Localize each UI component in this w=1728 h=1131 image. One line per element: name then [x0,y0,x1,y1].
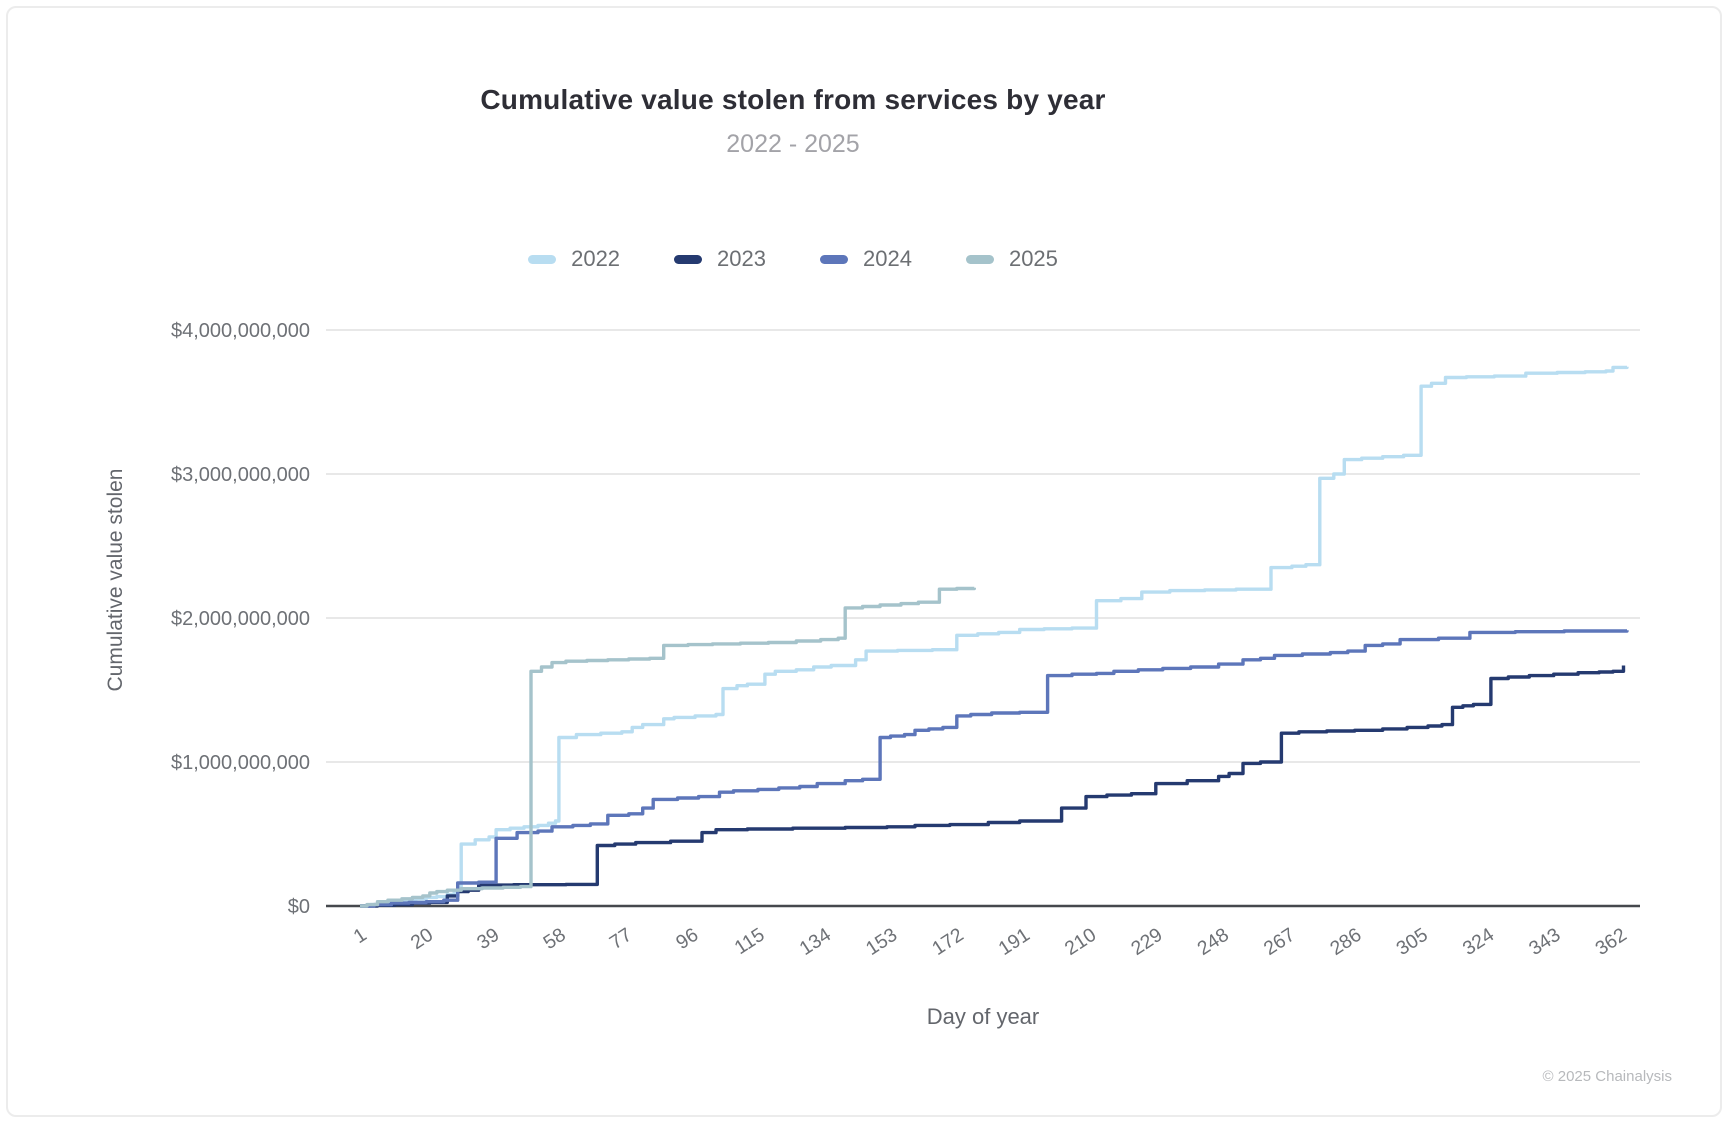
chart-plot: $0 $1,000,000,000 $2,000,000,000 $3,000,000… [8,8,1728,1131]
y-tick-label: $2,000,000,000 [171,608,310,630]
y-tick-label: $4,000,000,000 [171,320,310,342]
x-tick-label-210: 210 [1061,924,1100,960]
x-tick-label-191: 191 [995,924,1034,960]
x-tick-label-77: 77 [606,924,636,954]
series-line-2022 [360,367,1627,906]
y-tick-label: $1,000,000,000 [171,752,310,774]
x-tick-label-58: 58 [539,924,569,954]
x-tick-label-134: 134 [796,924,835,960]
x-tick-label-96: 96 [672,924,702,954]
y-tick-label: $0 [288,896,310,918]
series-line-2025 [360,588,974,906]
y-axis-title: Cumulative value stolen [104,360,128,800]
x-tick-label-39: 39 [473,924,503,954]
chart-card: Cumulative value stolen from services by… [6,6,1722,1117]
x-tick-label-248: 248 [1194,924,1233,960]
series-line-2024 [360,630,1627,906]
x-tick-label-172: 172 [928,924,967,960]
x-tick-label-153: 153 [862,924,901,960]
x-tick-label-324: 324 [1459,924,1498,960]
x-tick-label-286: 286 [1326,924,1365,960]
x-tick-label-343: 343 [1525,924,1564,960]
x-tick-label-115: 115 [731,924,769,959]
x-tick-label-229: 229 [1127,924,1166,960]
x-tick-label-305: 305 [1392,924,1431,960]
x-tick-label-20: 20 [407,924,437,954]
x-axis-title: Day of year [326,1004,1640,1030]
footer-credit: © 2025 Chainalysis [1543,1068,1672,1085]
series-line-2023 [360,666,1624,907]
x-tick-label-1: 1 [350,924,371,948]
x-tick-label-267: 267 [1260,924,1299,960]
x-tick-label-362: 362 [1591,924,1630,960]
y-tick-label: $3,000,000,000 [171,464,310,486]
